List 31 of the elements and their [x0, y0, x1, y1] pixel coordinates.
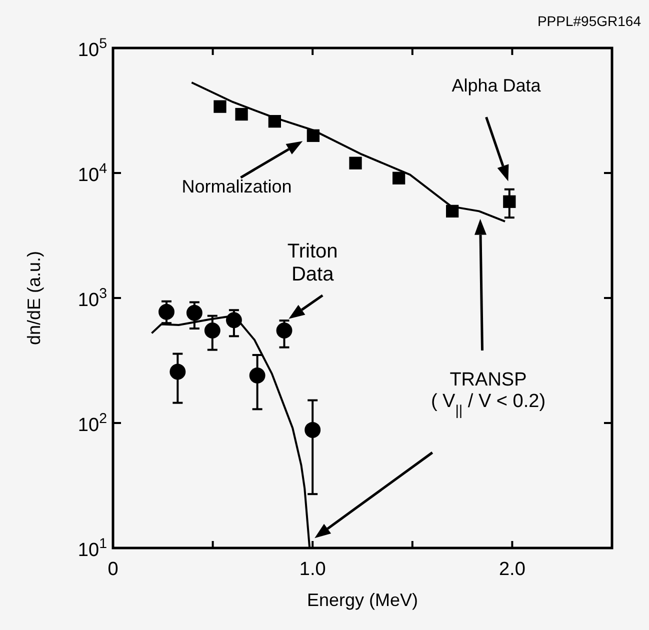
point [304, 422, 321, 438]
point [349, 156, 362, 170]
point [306, 129, 320, 142]
x-axis-title: Energy (MeV) [306, 590, 418, 610]
y-tick-label: 10$^{1}$ [78, 536, 108, 561]
point [446, 204, 459, 218]
point [214, 100, 226, 113]
y-axis-title: dn/dE (a.u.) [24, 250, 44, 346]
point [268, 115, 281, 128]
annotation: Triton Data [287, 240, 338, 286]
point [276, 322, 292, 338]
annotation: Alpha Data [452, 75, 542, 96]
point [503, 195, 516, 208]
point [158, 304, 174, 320]
annotation: TRANSP ( V$_{||}$ / V < 0.2) [430, 369, 546, 420]
point [170, 364, 186, 380]
point [392, 172, 406, 184]
x-tick-label: 2.0 [498, 559, 526, 580]
y-tick-label: 10$^{5}$ [78, 36, 108, 61]
x-tick-label: 0 [108, 559, 118, 580]
point [235, 108, 248, 121]
x-tick-label: 1.0 [299, 559, 326, 580]
y-tick-label: 10$^{4}$ [78, 161, 108, 186]
point [249, 368, 266, 384]
y-tick-label: 10$^{3}$ [78, 286, 108, 311]
point [226, 312, 242, 328]
y-tick-label: 10$^{2}$ [78, 411, 108, 436]
text: PPPL#95GR164 [537, 13, 642, 29]
point [186, 304, 202, 321]
point [204, 322, 220, 338]
annotation: Normalization [182, 176, 292, 196]
